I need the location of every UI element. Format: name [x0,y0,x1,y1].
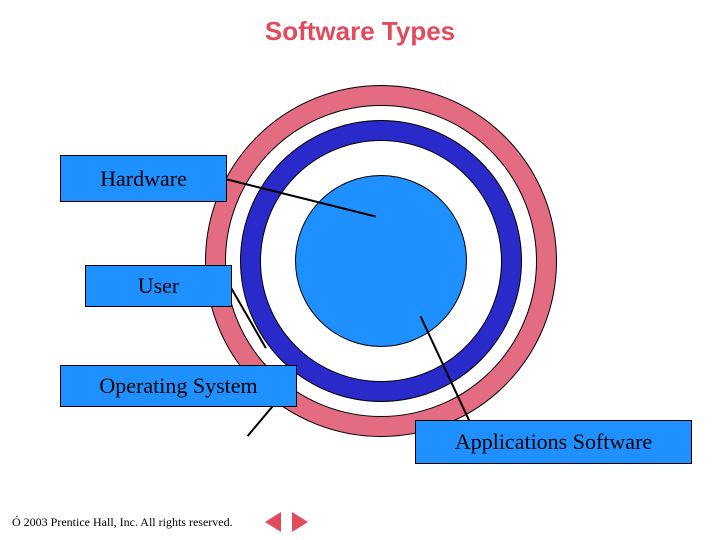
label-text-hardware: Hardware [100,166,187,192]
footer-copyright: Ó 2003 Prentice Hall, Inc. All rights re… [12,515,233,530]
label-apps: Applications Software [415,420,692,464]
next-arrow-icon[interactable] [292,512,308,532]
slide-title-text: Software Types [265,16,455,46]
label-os: Operating System [60,365,297,407]
label-hardware: Hardware [60,155,227,202]
slide-title: Software Types [0,16,720,47]
copyright-symbol: Ó [12,515,21,529]
ring-4 [295,175,467,347]
slide-canvas: { "title": { "text": "Software Types", "… [0,0,720,540]
prev-arrow-icon[interactable] [265,512,281,532]
label-user: User [85,265,232,307]
label-text-os: Operating System [99,373,257,399]
label-text-user: User [138,273,180,299]
copyright-text: 2003 Prentice Hall, Inc. All rights rese… [21,515,233,529]
label-text-apps: Applications Software [455,429,652,455]
